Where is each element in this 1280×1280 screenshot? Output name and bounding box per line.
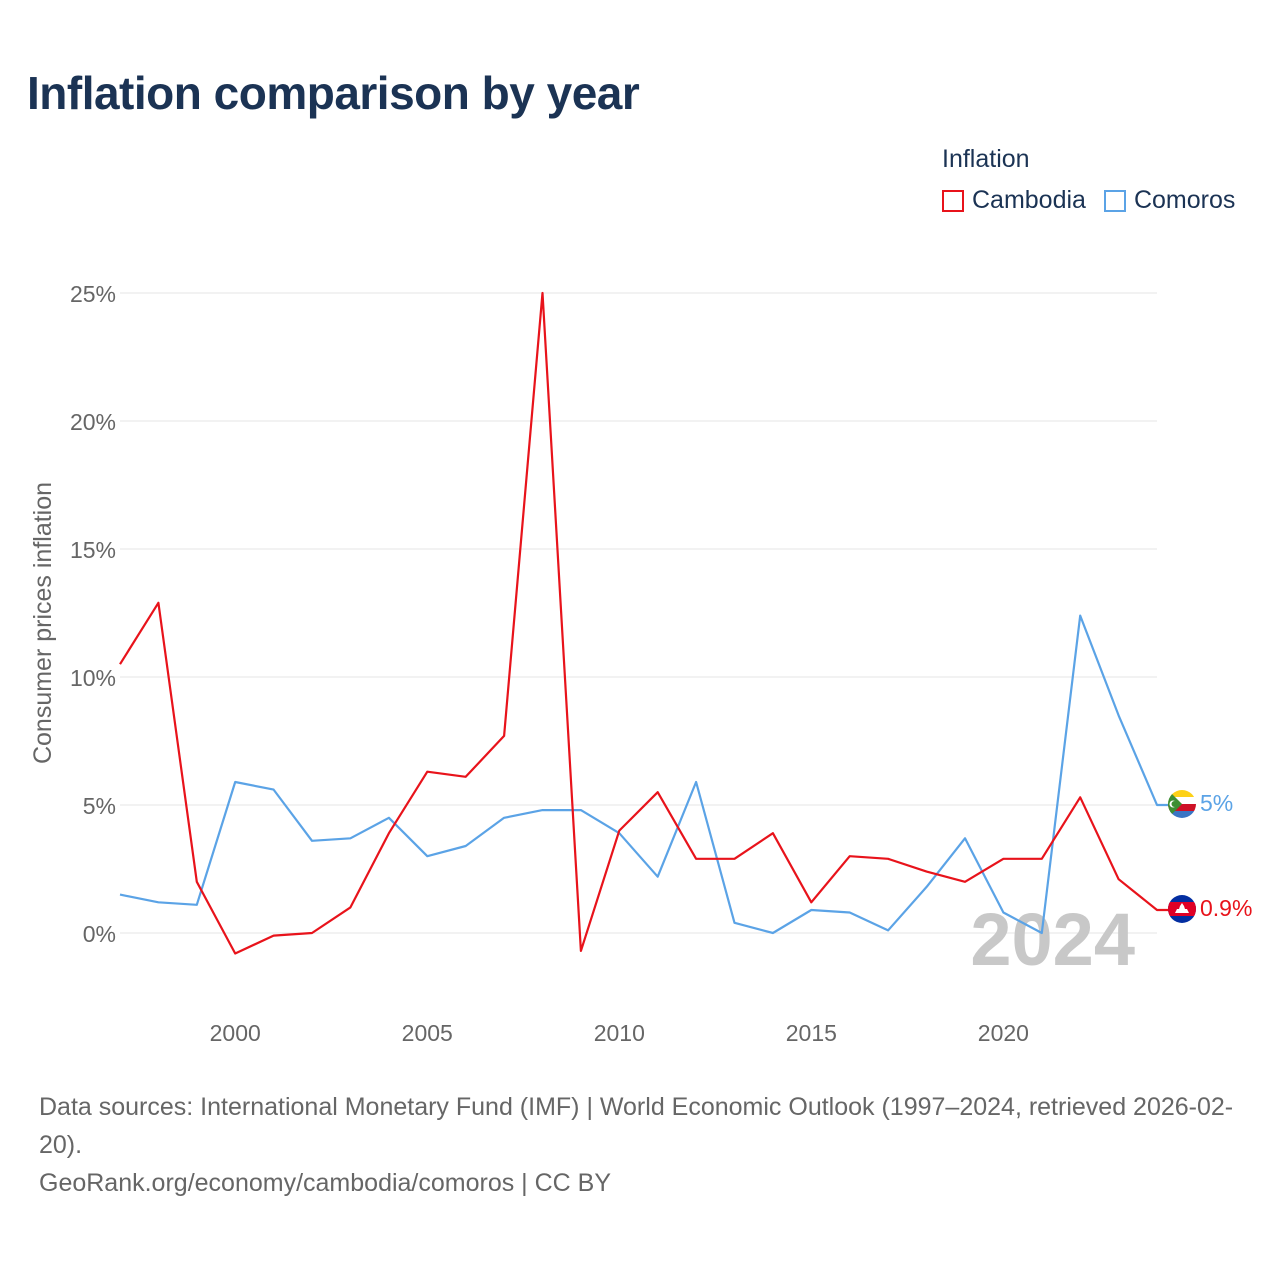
line-chart: 0% 5% 10% 15% 20% 25% 2000 2005 2010 2015 2020 Co… xyxy=(29,281,1252,1046)
year-watermark: 2024 xyxy=(970,898,1135,981)
legend-item-cambodia[interactable]: Cambodia xyxy=(942,186,1086,215)
source-text: Data sources: International Monetary Fun… xyxy=(39,1093,1234,1159)
series-lines xyxy=(119,291,1169,955)
legend-swatch-cambodia xyxy=(942,189,964,212)
x-tick-label: 2020 xyxy=(978,1020,1029,1046)
legend: Cambodia Comoros xyxy=(942,186,1235,215)
legend-title: Inflation xyxy=(942,145,1030,173)
series-line-cambodia[interactable] xyxy=(119,291,1169,955)
y-tick-label: 5% xyxy=(83,793,116,819)
cambodia-flag-icon xyxy=(1168,895,1196,923)
series-line-comoros[interactable] xyxy=(119,614,1169,935)
legend-swatch-comoros xyxy=(1103,189,1126,212)
x-tick-label: 2005 xyxy=(402,1020,453,1046)
y-tick-label: 20% xyxy=(70,409,116,435)
legend-label-comoros: Comoros xyxy=(1133,186,1236,214)
y-axis-label: Consumer prices inflation xyxy=(29,482,57,764)
chart-title: Inflation comparison by year xyxy=(27,67,640,119)
x-tick-label: 2010 xyxy=(594,1020,645,1046)
legend-item-comoros[interactable]: Comoros xyxy=(1103,186,1236,215)
y-axis-ticks: 0% 5% 10% 15% 20% 25% xyxy=(70,281,116,947)
grid-lines xyxy=(120,292,1157,934)
x-tick-label: 2000 xyxy=(210,1020,261,1046)
x-axis-ticks: 2000 2005 2010 2015 2020 xyxy=(210,1020,1029,1046)
source-url: GeoRank.org/economy/cambodia/comoros | C… xyxy=(39,1169,612,1197)
end-label-cambodia: 0.9% xyxy=(1200,895,1252,921)
legend-label-cambodia: Cambodia xyxy=(972,186,1086,214)
y-tick-label: 15% xyxy=(70,537,116,563)
comoros-flag-icon xyxy=(1168,790,1196,818)
x-tick-label: 2015 xyxy=(786,1020,837,1046)
y-tick-label: 10% xyxy=(70,665,116,691)
end-label-comoros: 5% xyxy=(1200,790,1233,816)
y-tick-label: 0% xyxy=(83,921,116,947)
y-tick-label: 25% xyxy=(70,281,116,307)
source-note: Data sources: International Monetary Fun… xyxy=(39,1088,1249,1202)
